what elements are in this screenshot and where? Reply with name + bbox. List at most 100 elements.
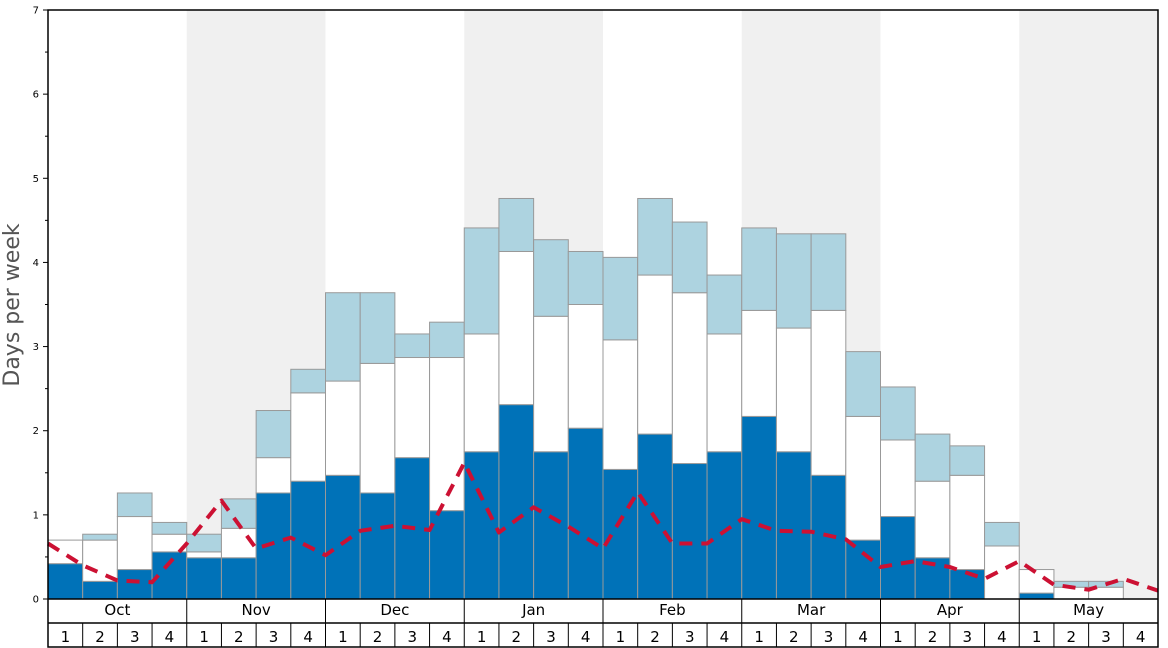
bar-segment-dark — [47, 563, 84, 600]
bar-segment-white — [359, 362, 396, 494]
week-label: 4 — [442, 628, 452, 646]
bar-segment-light — [186, 533, 222, 553]
week-label: 3 — [962, 628, 972, 646]
bar-segment-white — [463, 333, 500, 453]
bar-segment-dark — [359, 492, 396, 600]
bar-segment-light — [845, 351, 881, 417]
month-label: Dec — [380, 601, 409, 619]
y-tick-label: 2 — [33, 426, 39, 437]
bar-segment-white — [429, 357, 465, 512]
bar-segment-dark — [741, 415, 777, 600]
week-label: 4 — [1136, 628, 1146, 646]
week-label: 1 — [893, 628, 903, 646]
bar-segment-dark — [775, 451, 812, 600]
y-axis-title: Days per week — [0, 223, 25, 386]
week-label: 2 — [1067, 628, 1077, 646]
week-label: 2 — [789, 628, 799, 646]
y-tick-label: 3 — [33, 342, 39, 353]
month-label: Apr — [937, 601, 964, 619]
bar-segment-white — [741, 309, 777, 417]
bar-segment-dark — [533, 451, 569, 600]
trend-line — [46, 460, 1159, 593]
week-label: 3 — [269, 628, 279, 646]
week-label: 1 — [199, 628, 209, 646]
bar-segment-dark — [671, 463, 708, 600]
bar-segment-white — [186, 551, 222, 559]
bar-segment-dark — [82, 580, 118, 600]
bar-segment-light — [498, 197, 535, 252]
trend-layer — [46, 460, 1159, 593]
bar-segment-white — [914, 480, 951, 559]
bar-segment-light — [429, 321, 465, 359]
y-tick-label: 4 — [33, 258, 39, 269]
week-label: 1 — [754, 628, 764, 646]
week-label: 2 — [650, 628, 660, 646]
bar-segment-dark — [116, 569, 153, 600]
week-label: 2 — [373, 628, 383, 646]
week-label: 1 — [616, 628, 626, 646]
bar-segment-light — [637, 197, 673, 276]
bar-segment-white — [637, 274, 673, 435]
bar-segment-white — [775, 327, 812, 453]
bar-segment-light — [567, 250, 604, 306]
y-tick-label: 1 — [33, 510, 39, 521]
bar-segment-white — [810, 309, 847, 476]
week-label: 3 — [546, 628, 556, 646]
bar-segment-light — [463, 227, 500, 335]
month-label: Nov — [241, 601, 270, 619]
bar-segment-white — [82, 539, 118, 582]
bar-segment-dark — [186, 557, 222, 600]
bar-segment-dark — [290, 480, 326, 600]
bar-segment-white — [602, 339, 639, 470]
bar-segment-white — [116, 516, 153, 571]
bar-segment-dark — [602, 468, 639, 600]
bar-segment-light — [359, 292, 396, 364]
bar-segment-dark — [255, 492, 292, 600]
week-label: 4 — [165, 628, 175, 646]
bar-segment-dark — [845, 539, 881, 600]
bar-segment-white — [880, 439, 916, 518]
week-label: 3 — [1101, 628, 1111, 646]
plot-frame — [47, 9, 1159, 648]
week-label: 3 — [685, 628, 695, 646]
week-label: 4 — [720, 628, 730, 646]
week-label: 2 — [234, 628, 244, 646]
bar-segment-light — [880, 386, 916, 441]
bar-segment-light — [949, 445, 986, 476]
bar-segment-light — [82, 533, 118, 541]
bar-segment-white — [394, 357, 431, 459]
bar-segment-white — [498, 250, 535, 406]
bar-segment-white — [949, 474, 986, 571]
bar-segment-dark — [325, 474, 361, 600]
week-label: 4 — [997, 628, 1007, 646]
week-label: 2 — [928, 628, 938, 646]
month-label: Feb — [659, 601, 686, 619]
y-tick-label: 6 — [33, 90, 39, 101]
week-label: 1 — [338, 628, 348, 646]
bar-segment-dark — [220, 557, 257, 600]
month-label: Mar — [797, 601, 826, 619]
bar-segment-white — [845, 415, 881, 541]
week-label: 3 — [824, 628, 834, 646]
bar-segment-white — [290, 392, 326, 482]
bar-segment-white — [533, 315, 569, 453]
bar-segment-light — [741, 227, 777, 311]
bar-segment-light — [255, 410, 292, 459]
bar-segment-light — [602, 256, 639, 341]
y-tick-label: 7 — [33, 6, 39, 17]
week-label: 4 — [581, 628, 591, 646]
bar-segment-white — [984, 545, 1020, 600]
week-label: 2 — [512, 628, 522, 646]
y-axis: 0 1 2 3 4 5 6 7 — [33, 6, 48, 606]
week-label: 3 — [407, 628, 417, 646]
week-label: 4 — [858, 628, 868, 646]
bar-segment-light — [533, 239, 569, 317]
month-label: Oct — [104, 601, 130, 619]
bar-segment-light — [810, 233, 847, 311]
week-label: 3 — [130, 628, 140, 646]
bar-segment-light — [325, 292, 361, 382]
x-axis: Oct Nov Dec Jan Feb Mar Apr May 1 2 3 4 1 2 3 4 1 2 3 4 1 2 3 4… — [48, 598, 1158, 647]
bar-segment-white — [706, 333, 743, 453]
week-label: 1 — [477, 628, 487, 646]
